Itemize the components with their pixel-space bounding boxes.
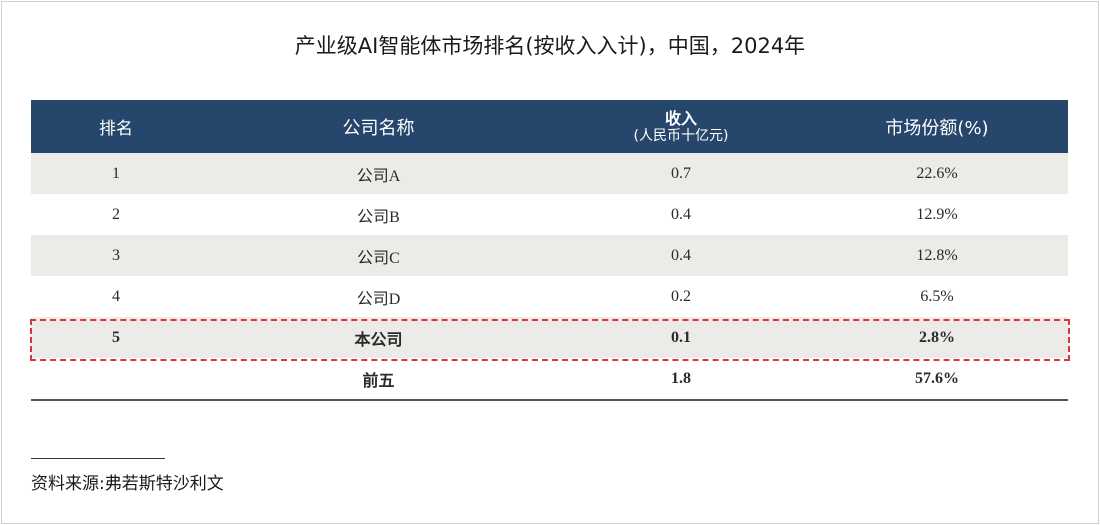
table-row: 3 公司C 0.4 12.8% (31, 235, 1068, 276)
page-title: 产业级AI智能体市场排名(按收入入计)，中国，2024年 (294, 34, 806, 58)
cell-rank: 2 (112, 205, 120, 223)
cell-company: 公司C (201, 235, 556, 276)
cell-revenue: 0.4 (556, 235, 806, 276)
cell-company: 公司A (201, 153, 556, 194)
cell-rank: 1 (31, 153, 201, 194)
total-share: 57.6% (806, 358, 1068, 401)
cell-rank: 5 (31, 317, 201, 358)
table-row: 4 公司D 0.2 6.5% (31, 276, 1068, 317)
cell-revenue: 0.4 (671, 205, 691, 223)
source-note: 资料来源:弗若斯特沙利文 (31, 474, 224, 494)
cell-company: 公司D (356, 290, 401, 308)
cell-empty (31, 358, 201, 401)
header-rank: 排名 (31, 100, 201, 153)
total-revenue: 1.8 (556, 358, 806, 401)
cell-company: 公司B (357, 208, 400, 226)
cell-revenue: 0.1 (556, 317, 806, 358)
header-revenue-unit: (人民币十亿元) (633, 127, 729, 144)
cell-share: 6.5% (920, 287, 954, 305)
cell-share: 22.6% (806, 153, 1068, 194)
header-share: 市场份额(%) (806, 100, 1068, 153)
header-revenue: 收入 (人民币十亿元) (556, 100, 806, 153)
total-row: 前五 1.8 57.6% (31, 358, 1068, 401)
cell-rank: 4 (112, 287, 120, 305)
cell-rank: 3 (31, 235, 201, 276)
header-revenue-label: 收入 (664, 108, 697, 128)
table-header-row: 排名 公司名称 收入 (人民币十亿元) 市场份额(%) (31, 100, 1068, 153)
total-label: 前五 (201, 358, 556, 401)
highlighted-row: 5 本公司 0.1 2.8% (31, 317, 1068, 358)
cell-share: 12.8% (806, 235, 1068, 276)
table-row: 1 公司A 0.7 22.6% (31, 153, 1068, 194)
cell-company: 本公司 (201, 317, 556, 358)
cell-share: 2.8% (806, 317, 1068, 358)
cell-share: 12.9% (916, 205, 958, 223)
header-company: 公司名称 (201, 100, 556, 153)
footnote-divider (31, 458, 165, 459)
ranking-table: 排名 公司名称 收入 (人民币十亿元) 市场份额(%) 1 公司A 0.7 22… (31, 100, 1068, 401)
cell-revenue: 0.7 (556, 153, 806, 194)
cell-revenue: 0.2 (671, 287, 691, 305)
table-row: 2 公司B 0.4 12.9% (31, 194, 1068, 235)
